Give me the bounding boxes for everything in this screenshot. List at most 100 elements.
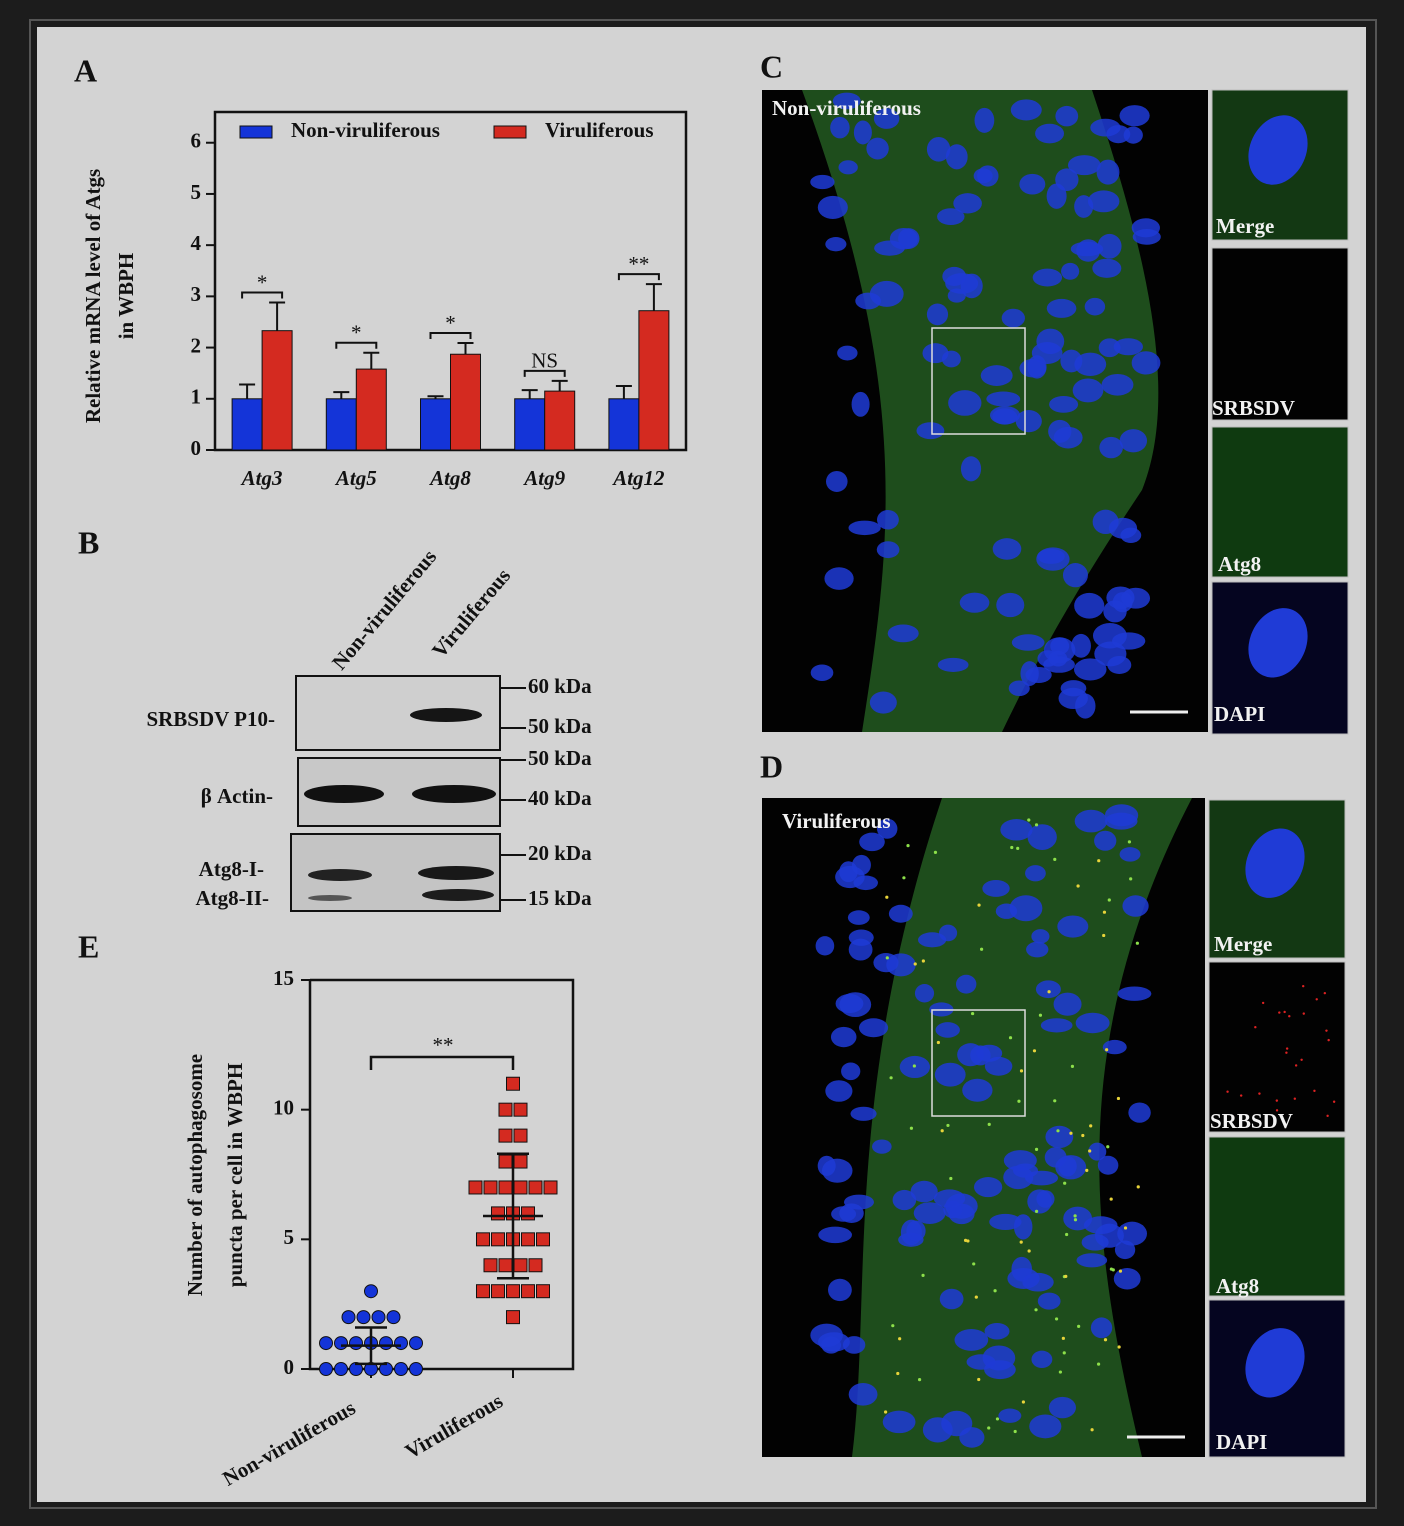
puncta <box>913 962 917 966</box>
puncta <box>1058 1370 1062 1374</box>
significance-label: * <box>351 321 362 345</box>
nucleus <box>1245 828 1305 898</box>
puncta <box>1136 1185 1140 1189</box>
nucleus <box>1075 1012 1110 1034</box>
nucleus <box>1097 233 1122 259</box>
puncta <box>1325 1029 1328 1032</box>
row-label: Atg8-II- <box>196 886 270 910</box>
x-tick-label: Atg9 <box>522 466 565 490</box>
nucleus <box>853 120 872 145</box>
nucleus <box>1099 436 1123 459</box>
puncta <box>906 844 910 848</box>
puncta <box>1073 1214 1077 1218</box>
channel-label: SRBSDV <box>1212 396 1295 420</box>
significance-bracket <box>617 273 660 281</box>
puncta <box>1239 1094 1243 1097</box>
channel-panel <box>1208 961 1346 1133</box>
y-tick-label: 4 <box>191 231 202 255</box>
data-point <box>349 1336 363 1351</box>
puncta <box>1285 1047 1289 1050</box>
error-bar <box>457 341 474 355</box>
nucleus <box>962 1078 993 1102</box>
nucleus <box>1088 1142 1107 1161</box>
nucleus <box>1096 159 1120 185</box>
data-point <box>483 1258 498 1273</box>
puncta <box>1077 1324 1081 1328</box>
puncta <box>1116 1096 1121 1101</box>
channel-label: SRBSDV <box>1210 1109 1293 1133</box>
puncta <box>993 1289 997 1293</box>
puncta <box>1034 1147 1039 1151</box>
data-point <box>319 1362 333 1376</box>
nucleus <box>980 365 1013 386</box>
puncta <box>1105 1048 1109 1052</box>
data-point <box>491 1284 505 1299</box>
nucleus <box>1019 173 1046 195</box>
puncta <box>1127 840 1132 844</box>
puncta <box>891 1324 895 1328</box>
puncta <box>1293 1097 1297 1100</box>
nucleus <box>1128 1102 1151 1123</box>
x-tick-label: Atg12 <box>611 466 665 490</box>
nucleus <box>984 1056 1013 1076</box>
nucleus <box>828 1278 852 1302</box>
puncta <box>1315 998 1318 1001</box>
nucleus <box>1035 123 1065 144</box>
nucleus <box>992 538 1022 560</box>
puncta <box>946 1123 950 1128</box>
x-tick-label: Atg8 <box>428 466 471 490</box>
nucleus <box>843 1194 874 1210</box>
nucleus <box>945 144 968 170</box>
nucleus <box>847 910 870 925</box>
row-label: β Actin- <box>201 784 273 808</box>
nucleus <box>1011 1256 1033 1282</box>
nucleus <box>1029 1414 1062 1439</box>
nucleus <box>815 936 835 956</box>
nucleus <box>956 974 977 994</box>
y-tick-label: 15 <box>273 966 294 990</box>
data-point <box>498 1102 513 1117</box>
band <box>418 866 494 880</box>
nucleus <box>973 168 993 184</box>
puncta <box>885 895 889 899</box>
frame-border <box>29 19 1377 1509</box>
nucleus <box>1010 99 1042 121</box>
sd-bar <box>497 1152 529 1280</box>
puncta <box>1313 1089 1316 1093</box>
puncta <box>933 850 938 854</box>
nucleus <box>947 288 966 303</box>
x-tick-label: Atg3 <box>240 466 283 490</box>
puncta <box>1096 1362 1101 1366</box>
nucleus <box>1020 661 1039 686</box>
nucleus <box>986 391 1021 407</box>
puncta <box>1076 884 1080 888</box>
data-point <box>476 1284 490 1299</box>
nucleus <box>913 1202 946 1224</box>
marker-label: 50 kDa <box>528 746 592 770</box>
puncta <box>1275 1109 1279 1112</box>
y-tick-label: 5 <box>191 180 202 204</box>
nucleus <box>876 541 900 559</box>
puncta <box>1254 1026 1257 1029</box>
nucleus <box>973 1177 1003 1198</box>
nucleus <box>889 227 918 250</box>
error-bar <box>363 351 380 370</box>
nucleus <box>810 174 835 190</box>
puncta <box>974 1295 978 1299</box>
nucleus <box>830 116 850 139</box>
puncta <box>1019 1240 1023 1244</box>
puncta <box>896 1371 900 1376</box>
nucleus <box>1037 548 1065 564</box>
nucleus <box>974 107 995 133</box>
puncta <box>889 1076 893 1080</box>
nucleus <box>1070 241 1104 257</box>
band <box>412 785 496 803</box>
nucleus <box>1025 1170 1059 1186</box>
puncta <box>1135 941 1139 945</box>
puncta <box>1070 1064 1075 1068</box>
puncta <box>1017 1099 1021 1103</box>
micrograph-title: Viruliferous <box>782 809 891 833</box>
nucleus <box>1101 373 1134 396</box>
nucleus <box>869 691 897 714</box>
nucleus <box>817 1155 836 1176</box>
